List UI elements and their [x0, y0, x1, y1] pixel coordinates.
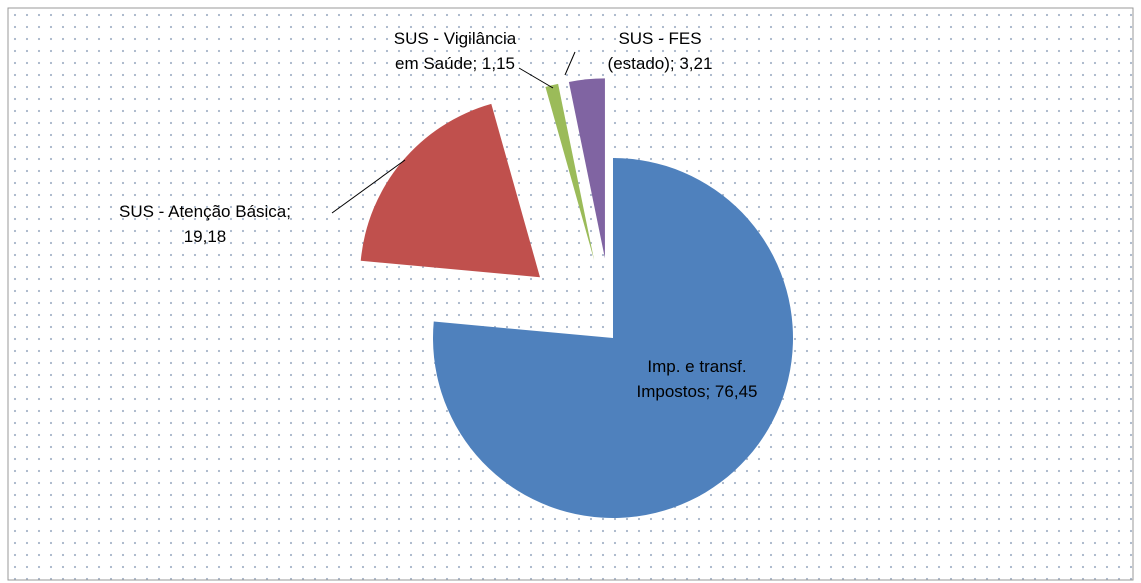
data-label: SUS - Atenção Básica; 19,18: [119, 202, 291, 246]
pie-slice: [568, 78, 605, 259]
data-label: SUS - Vigilância em Saúde; 1,15: [394, 29, 517, 73]
pie-slice: [545, 83, 595, 261]
pie-slice: [433, 158, 793, 518]
leader-line: [331, 159, 406, 214]
data-label: SUS - FES (estado); 3,21: [608, 29, 713, 73]
leader-line: [518, 67, 554, 89]
leader-line: [564, 51, 576, 76]
pie-slice: [360, 103, 540, 278]
data-label: Imp. e transf. Impostos; 76,45: [637, 357, 758, 401]
